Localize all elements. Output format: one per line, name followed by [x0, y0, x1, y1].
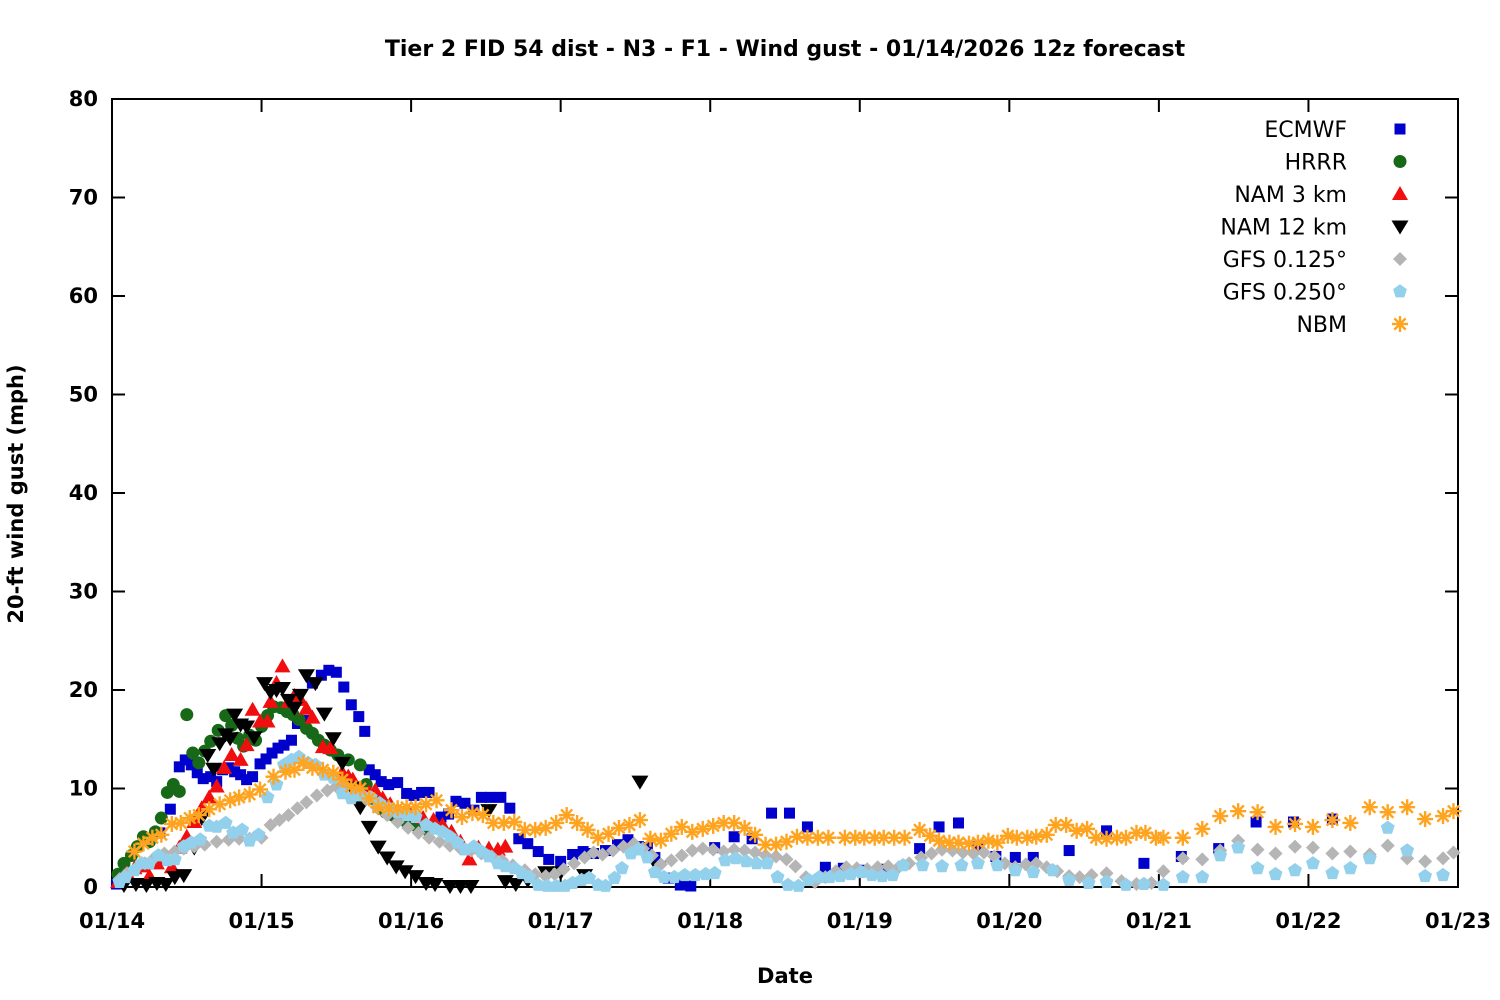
x-tick-label: 01/14 [79, 909, 145, 933]
legend-marker-hrrr-icon [1393, 155, 1407, 168]
legend-item-nam-12-km: NAM 12 km [1220, 216, 1409, 241]
legend-label-ecmwf: ECMWF [1264, 118, 1347, 143]
legend-marker-nam-3-km-icon [1392, 186, 1408, 200]
x-tick-label: 01/19 [827, 909, 893, 933]
y-tick-label: 60 [69, 284, 98, 308]
x-tick-label: 01/22 [1275, 909, 1341, 933]
legend-label-hrrr: HRRR [1285, 151, 1347, 176]
legend-item-nam-3-km: NAM 3 km [1234, 183, 1408, 208]
legend-item-gfs-0-250: GFS 0.250° [1223, 281, 1407, 306]
x-tick-label: 01/16 [378, 909, 444, 933]
x-tick-label: 01/17 [528, 909, 594, 933]
legend-label-gfs-0-250: GFS 0.250° [1223, 281, 1347, 306]
legend-marker-nbm-icon [1392, 316, 1408, 332]
legend-marker-gfs-0-125-icon [1393, 252, 1407, 266]
x-axis-label: Date [757, 964, 813, 988]
legend-marker-gfs-0-250-icon [1393, 284, 1407, 298]
y-tick-label: 40 [69, 481, 98, 505]
y-tick-label: 80 [69, 87, 98, 111]
legend-label-nam-12-km: NAM 12 km [1220, 216, 1347, 241]
legend-label-nam-3-km: NAM 3 km [1234, 183, 1347, 208]
chart-title: Tier 2 FID 54 dist - N3 - F1 - Wind gust… [384, 37, 1186, 62]
y-axis-ticks: 0 10 20 30 40 50 60 70 80 [69, 87, 1458, 899]
legend-item-hrrr: HRRR [1285, 151, 1407, 176]
legend-label-nbm: NBM [1296, 313, 1347, 338]
legend-marker-ecmwf-icon [1394, 123, 1406, 135]
y-tick-label: 30 [69, 580, 98, 604]
data-points-nbm [126, 754, 1462, 860]
legend: ECMWF HRRR NAM 3 km NAM 12 km GFS 0.125° GFS … [1220, 118, 1409, 338]
legend-label-gfs-0-125: GFS 0.125° [1223, 248, 1347, 273]
y-tick-label: 20 [69, 678, 98, 702]
y-tick-label: 10 [69, 777, 98, 801]
x-tick-label: 01/18 [677, 909, 743, 933]
x-tick-label: 01/15 [228, 909, 294, 933]
legend-item-nbm: NBM [1296, 313, 1408, 338]
y-axis-label: 20-ft wind gust (mph) [4, 364, 28, 624]
y-tick-label: 70 [69, 186, 98, 210]
legend-marker-nam-12-km-icon [1391, 220, 1409, 235]
x-tick-label: 01/20 [976, 909, 1042, 933]
x-tick-label: 01/23 [1425, 909, 1491, 933]
legend-item-ecmwf: ECMWF [1264, 118, 1406, 143]
x-tick-label: 01/21 [1126, 909, 1192, 933]
y-tick-label: 0 [83, 875, 98, 899]
legend-item-gfs-0-125: GFS 0.125° [1223, 248, 1407, 273]
x-axis-ticks: 01/14 01/15 01/16 01/17 01/18 01/19 01/20 01/21… [79, 99, 1491, 933]
y-tick-label: 50 [69, 383, 98, 407]
